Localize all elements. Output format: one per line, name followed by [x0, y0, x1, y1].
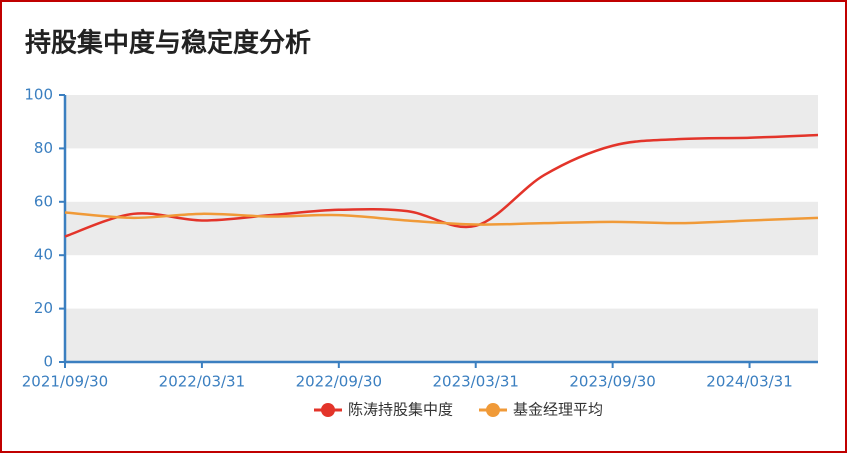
legend-label: 基金经理平均 — [513, 401, 603, 419]
y-tick-label: 100 — [24, 86, 53, 104]
y-tick-label: 0 — [43, 353, 53, 371]
x-tick-label: 2022/03/31 — [159, 373, 245, 391]
grid-band — [65, 95, 818, 149]
chart-title: 持股集中度与稳定度分析 — [25, 28, 311, 59]
x-tick-label: 2022/09/30 — [296, 373, 382, 391]
legend-marker — [486, 403, 500, 417]
x-tick-label: 2023/09/30 — [569, 373, 655, 391]
x-tick-label: 2024/03/31 — [706, 373, 792, 391]
grid-band — [65, 308, 818, 362]
y-tick-label: 60 — [34, 192, 53, 210]
y-tick-label: 20 — [34, 299, 53, 317]
x-tick-label: 2021/09/30 — [22, 373, 108, 391]
grid-band — [65, 201, 818, 256]
bands — [65, 95, 818, 362]
legend-marker — [321, 403, 335, 417]
series-line — [64, 211, 819, 226]
legend-label: 陈涛持股集中度 — [348, 401, 453, 419]
y-tick-label: 80 — [34, 139, 53, 157]
x-tick-label: 2023/03/31 — [432, 373, 518, 391]
y-tick-label: 40 — [34, 246, 53, 264]
